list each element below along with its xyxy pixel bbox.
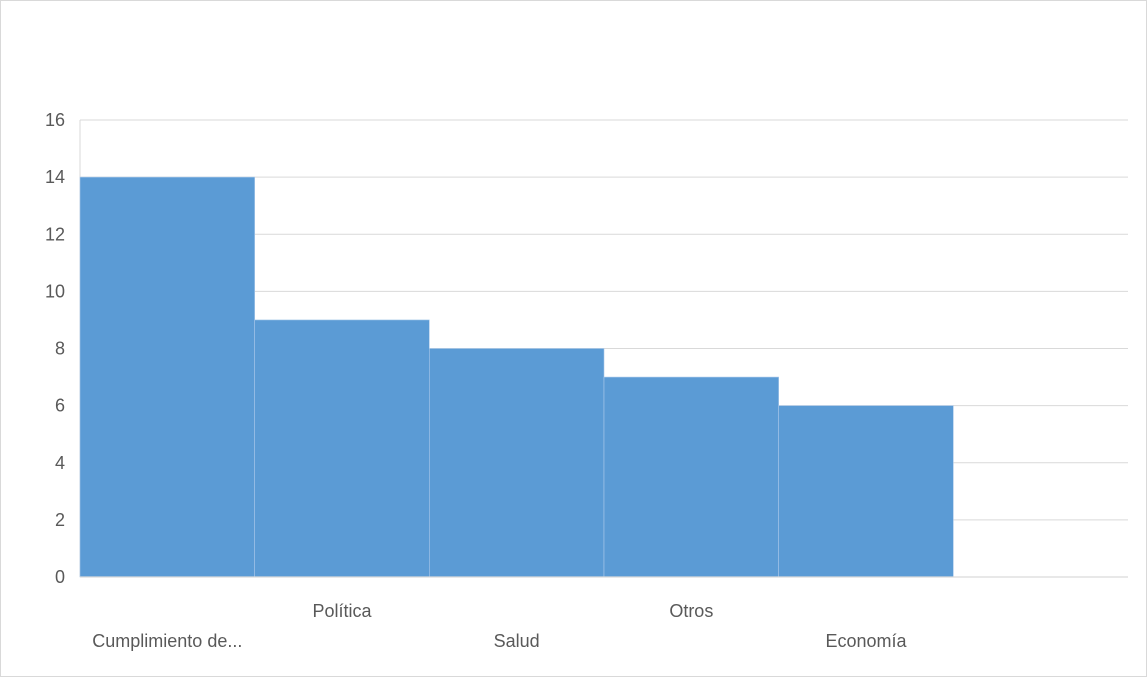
x-category-label-3: Salud bbox=[494, 631, 540, 651]
bar-3 bbox=[429, 348, 605, 578]
y-tick-label-4: 4 bbox=[55, 453, 65, 473]
bar-4 bbox=[603, 376, 779, 578]
y-tick-label-2: 2 bbox=[55, 510, 65, 530]
y-tick-label-14: 14 bbox=[45, 167, 65, 187]
y-tick-label-16: 16 bbox=[45, 110, 65, 130]
x-category-label-2: Política bbox=[312, 601, 372, 621]
y-tick-label-12: 12 bbox=[45, 224, 65, 244]
bar-5 bbox=[778, 405, 954, 578]
x-category-label-5: Economía bbox=[825, 631, 907, 651]
bar-1 bbox=[79, 176, 255, 578]
bar-2 bbox=[254, 319, 430, 578]
y-tick-label-6: 6 bbox=[55, 396, 65, 416]
y-tick-label-10: 10 bbox=[45, 281, 65, 301]
y-tick-label-0: 0 bbox=[55, 567, 65, 587]
x-category-label-4: Otros bbox=[669, 601, 713, 621]
x-category-label-1: Cumplimiento de... bbox=[92, 631, 242, 651]
y-tick-label-8: 8 bbox=[55, 339, 65, 359]
